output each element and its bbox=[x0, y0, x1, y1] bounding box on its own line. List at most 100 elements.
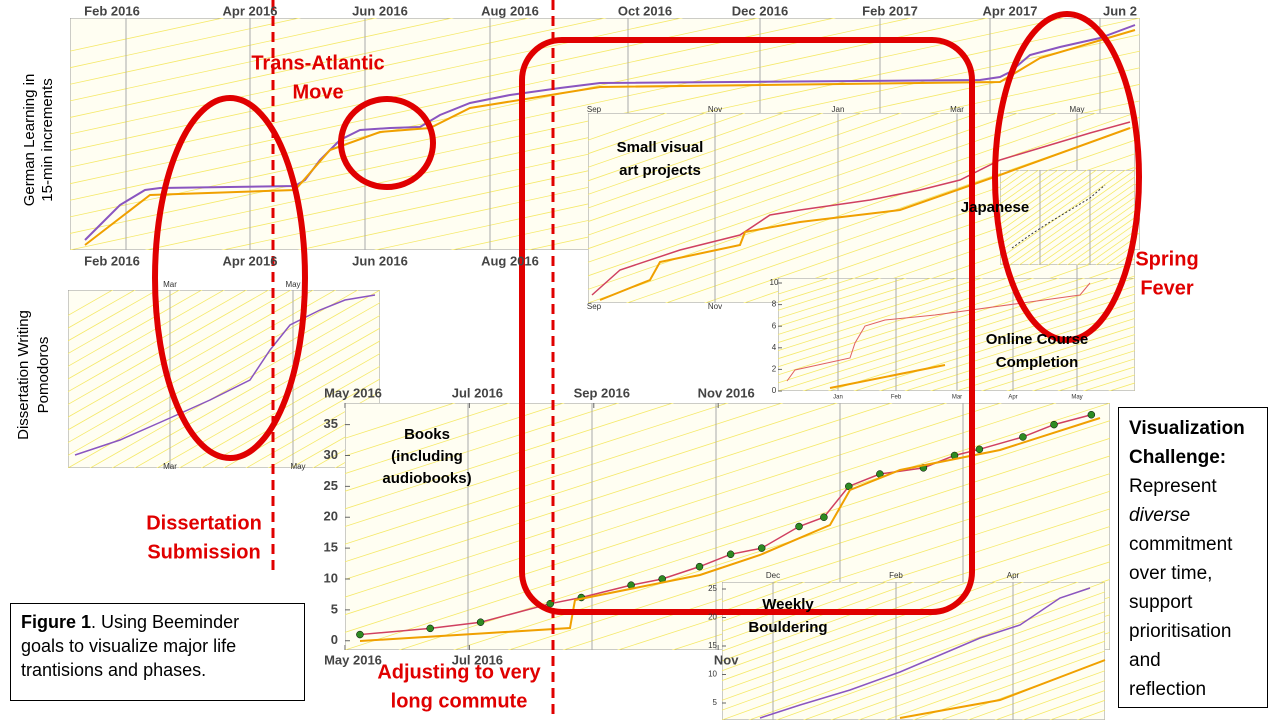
annotation: Spring bbox=[1135, 248, 1198, 270]
y-tick-label: 10 bbox=[770, 278, 779, 287]
lane bbox=[1000, 170, 1040, 198]
y-tick-label: 8 bbox=[772, 300, 777, 309]
lane bbox=[588, 113, 902, 222]
lane bbox=[1018, 183, 1135, 265]
lane bbox=[588, 113, 668, 141]
challenge-text: diverse bbox=[1129, 505, 1191, 526]
lane bbox=[70, 18, 378, 85]
lane bbox=[588, 113, 1020, 263]
lane bbox=[345, 403, 893, 580]
lane bbox=[68, 290, 203, 367]
panel-label: audiobooks) bbox=[382, 470, 471, 487]
x-tick-label: Oct 2016 bbox=[618, 3, 672, 18]
lane bbox=[722, 582, 778, 603]
x-tick-label: Feb 2017 bbox=[862, 3, 918, 18]
panel-label: Bouldering bbox=[748, 619, 827, 636]
lane bbox=[68, 290, 158, 342]
lane bbox=[68, 290, 314, 431]
x-tick-label: Nov bbox=[708, 302, 722, 311]
y-tick-label: 5 bbox=[331, 601, 338, 616]
panel-label: art projects bbox=[619, 162, 701, 179]
caption: Figure 1. Using Beeminder goals to visual… bbox=[10, 603, 305, 701]
y-tick-label: 0 bbox=[772, 386, 777, 395]
lane bbox=[1000, 170, 1030, 191]
lane bbox=[778, 278, 907, 319]
lane bbox=[290, 416, 380, 468]
lane bbox=[70, 18, 760, 168]
caption-text: trantisions and phases. bbox=[21, 660, 207, 680]
lane bbox=[780, 543, 1110, 650]
books-point bbox=[476, 618, 485, 626]
lane bbox=[68, 290, 337, 443]
y-tick-label: 15 bbox=[324, 540, 338, 555]
x-tick-label: Mar bbox=[950, 105, 964, 114]
lane bbox=[68, 290, 181, 354]
boulder-progress bbox=[759, 587, 1091, 719]
lane bbox=[1076, 223, 1135, 265]
caption-label: Figure 1 bbox=[21, 612, 92, 632]
lane bbox=[588, 113, 1059, 277]
y-tick-label: 25 bbox=[324, 478, 338, 493]
annotation: Dissertation bbox=[146, 512, 262, 534]
dissertation-panel bbox=[68, 290, 380, 468]
books-point bbox=[845, 482, 853, 491]
lane bbox=[1028, 190, 1135, 265]
lane bbox=[345, 403, 620, 492]
lane bbox=[977, 248, 1135, 303]
lane bbox=[345, 403, 784, 545]
x-tick-label: Apr bbox=[1007, 571, 1020, 580]
x-tick-label: May bbox=[290, 462, 305, 471]
books-point bbox=[695, 562, 704, 571]
lane bbox=[967, 670, 1105, 720]
books-point bbox=[975, 445, 984, 454]
caption-text: goals to visualize major life bbox=[21, 636, 237, 656]
lane bbox=[1021, 690, 1105, 720]
panel-label: Books bbox=[404, 426, 450, 443]
books-point bbox=[1019, 433, 1027, 441]
y-axis-label: Dissertation Writing bbox=[15, 310, 32, 440]
books-point bbox=[356, 630, 364, 639]
caption-line: goals to visualize major life bbox=[21, 634, 294, 658]
lane bbox=[588, 113, 1098, 290]
x-tick-label: May bbox=[1071, 395, 1082, 401]
lane bbox=[778, 278, 856, 303]
lane bbox=[245, 391, 380, 468]
lane bbox=[722, 582, 915, 652]
x-tick-label: Feb 2016 bbox=[84, 253, 140, 268]
x-tick-label: Mar bbox=[952, 395, 962, 401]
lane bbox=[345, 403, 565, 474]
books-point bbox=[757, 544, 766, 552]
lane bbox=[588, 113, 1135, 303]
lane bbox=[507, 455, 1110, 650]
lane bbox=[664, 139, 1135, 303]
lane bbox=[1037, 196, 1135, 265]
lane bbox=[722, 582, 943, 662]
x-tick-label: May 2016 bbox=[324, 385, 382, 400]
bouldering-panel bbox=[722, 582, 1105, 720]
lane bbox=[68, 290, 380, 468]
lane bbox=[1057, 210, 1135, 265]
lane bbox=[1000, 170, 1020, 184]
online-progress bbox=[786, 282, 1091, 382]
lane bbox=[1049, 699, 1105, 720]
books-point bbox=[1087, 410, 1096, 419]
commute-box bbox=[519, 37, 975, 615]
lane bbox=[912, 650, 1105, 720]
lane bbox=[588, 113, 746, 168]
lane bbox=[1000, 170, 1069, 218]
lane bbox=[68, 290, 248, 393]
lane bbox=[778, 278, 882, 311]
lane bbox=[1000, 170, 1135, 265]
spring-ellipse bbox=[992, 11, 1142, 343]
boulder-road bbox=[899, 659, 1106, 719]
challenge-title: Challenge: bbox=[1129, 447, 1227, 468]
panel-label: Online Course bbox=[986, 331, 1089, 348]
y-tick-label: 25 bbox=[708, 584, 717, 593]
y-tick-label: 10 bbox=[324, 570, 338, 585]
books-point bbox=[820, 513, 828, 521]
lane bbox=[345, 403, 729, 527]
x-tick-label: Jan bbox=[832, 105, 845, 114]
x-tick-label: Mar bbox=[163, 462, 177, 471]
y-axis-label: Pomodoros bbox=[35, 337, 52, 414]
lane bbox=[830, 621, 1105, 720]
